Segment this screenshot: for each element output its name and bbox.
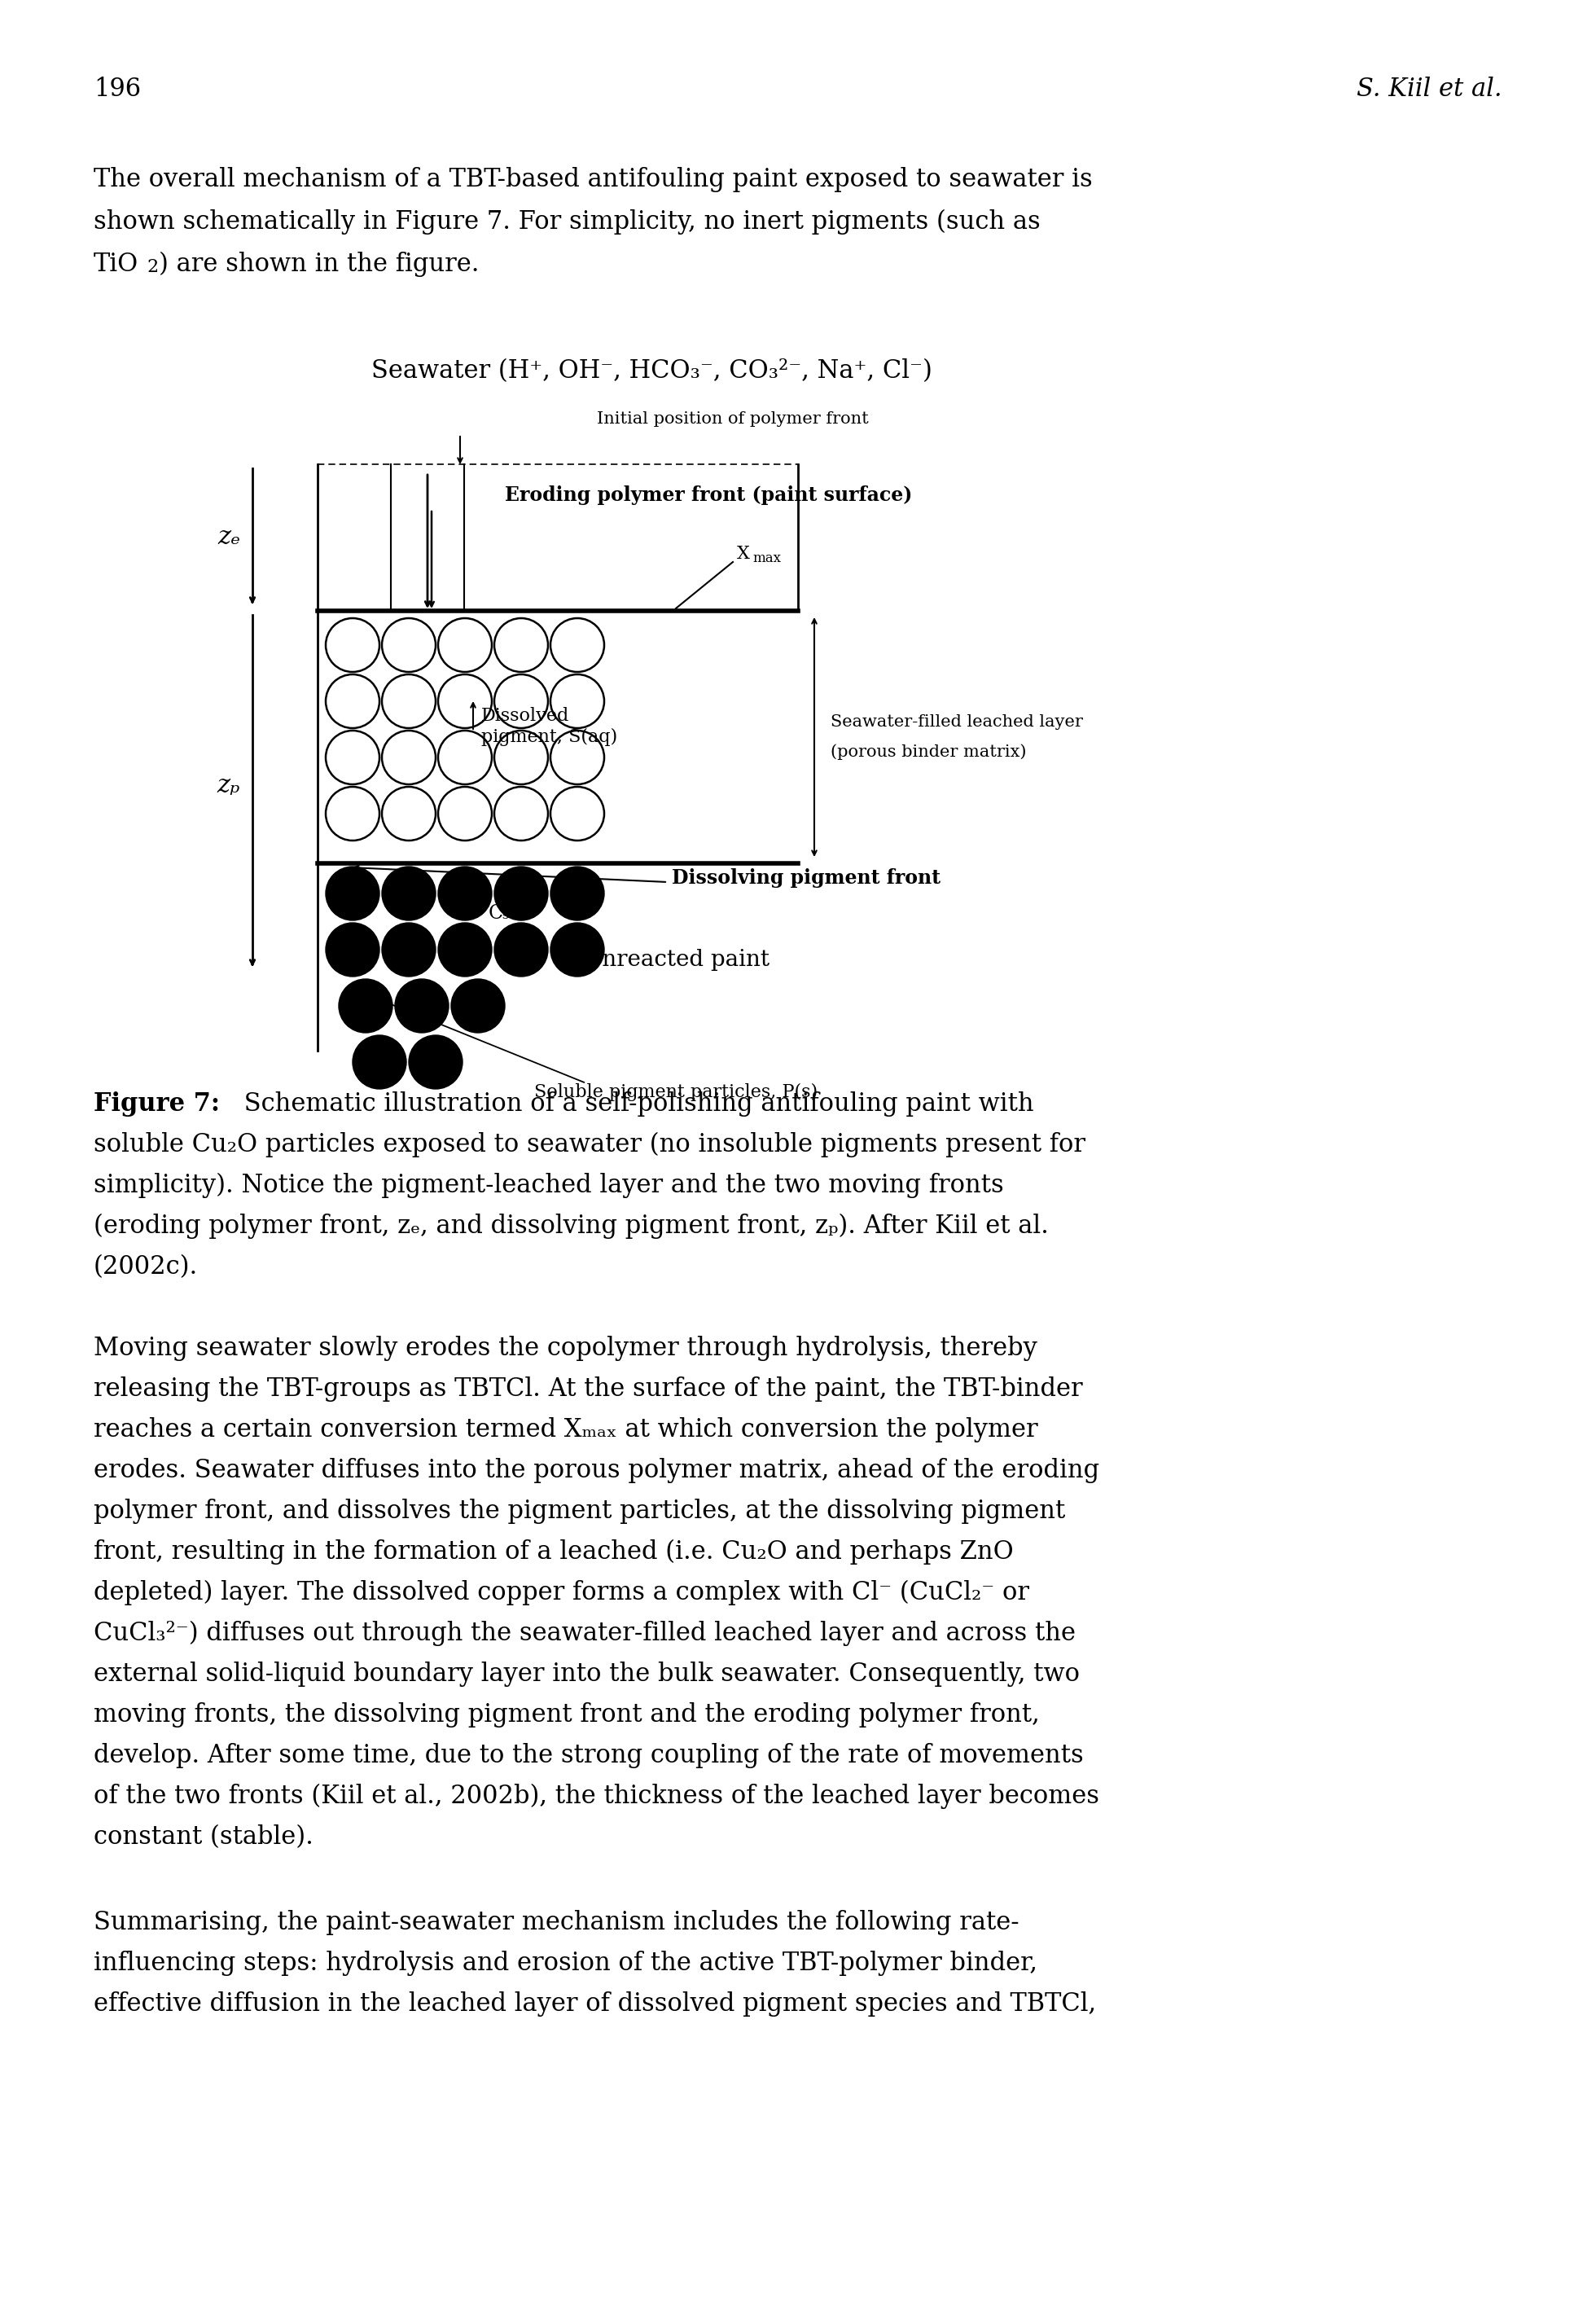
- Text: reaches a certain conversion termed Xₘₐₓ at which conversion the polymer: reaches a certain conversion termed Xₘₐₓ…: [94, 1416, 1037, 1442]
- Circle shape: [437, 675, 492, 728]
- Circle shape: [338, 978, 393, 1034]
- Circle shape: [326, 867, 380, 920]
- Text: shown schematically in Figure 7. For simplicity, no inert pigments (such as: shown schematically in Figure 7. For sim…: [94, 209, 1041, 234]
- Text: Seawater (H⁺, OH⁻, HCO₃⁻, CO₃²⁻, Na⁺, Cl⁻): Seawater (H⁺, OH⁻, HCO₃⁻, CO₃²⁻, Na⁺, Cl…: [370, 359, 932, 382]
- Text: X: X: [737, 545, 750, 563]
- Text: zₑ: zₑ: [217, 524, 241, 549]
- Text: Unreacted paint: Unreacted paint: [583, 948, 769, 971]
- Text: Schematic illustration of a self-polishing antifouling paint with: Schematic illustration of a self-polishi…: [236, 1092, 1034, 1117]
- Circle shape: [381, 619, 436, 672]
- Text: (eroding polymer front, zₑ, and dissolving pigment front, zₚ). After Kiil et al.: (eroding polymer front, zₑ, and dissolvi…: [94, 1215, 1049, 1240]
- Text: Dissolved
pigment, S(aq): Dissolved pigment, S(aq): [482, 707, 618, 746]
- Circle shape: [437, 730, 492, 783]
- Text: The overall mechanism of a TBT-based antifouling paint exposed to seawater is: The overall mechanism of a TBT-based ant…: [94, 167, 1093, 192]
- Text: CuCl₃²⁻) diffuses out through the seawater-filled leached layer and across the: CuCl₃²⁻) diffuses out through the seawat…: [94, 1620, 1076, 1646]
- Text: polymer front, and dissolves the pigment particles, at the dissolving pigment: polymer front, and dissolves the pigment…: [94, 1500, 1065, 1523]
- Circle shape: [551, 730, 605, 783]
- Circle shape: [551, 786, 605, 841]
- Text: influencing steps: hydrolysis and erosion of the active TBT-polymer binder,: influencing steps: hydrolysis and erosio…: [94, 1952, 1037, 1975]
- Circle shape: [551, 923, 605, 976]
- Text: max: max: [752, 552, 780, 566]
- Circle shape: [551, 867, 605, 920]
- Text: ) are shown in the figure.: ) are shown in the figure.: [158, 253, 479, 278]
- Circle shape: [437, 867, 492, 920]
- Circle shape: [409, 1036, 463, 1089]
- Text: of the two fronts (Kiil et al., 2002b), the thickness of the leached layer becom: of the two fronts (Kiil et al., 2002b), …: [94, 1785, 1100, 1808]
- Text: soluble Cu₂O particles exposed to seawater (no insoluble pigments present for: soluble Cu₂O particles exposed to seawat…: [94, 1131, 1085, 1157]
- Circle shape: [326, 786, 380, 841]
- Text: Figure 7:: Figure 7:: [94, 1092, 220, 1117]
- Circle shape: [437, 786, 492, 841]
- Text: Moving seawater slowly erodes the copolymer through hydrolysis, thereby: Moving seawater slowly erodes the copoly…: [94, 1335, 1037, 1361]
- Text: simplicity). Notice the pigment-leached layer and the two moving fronts: simplicity). Notice the pigment-leached …: [94, 1173, 1004, 1198]
- Circle shape: [437, 619, 492, 672]
- Text: Cₛ: Cₛ: [488, 904, 509, 923]
- Text: S. Kiil et al.: S. Kiil et al.: [1357, 76, 1502, 102]
- Circle shape: [495, 730, 547, 783]
- Circle shape: [326, 619, 380, 672]
- Circle shape: [495, 675, 547, 728]
- Circle shape: [495, 619, 547, 672]
- Text: zₚ: zₚ: [217, 774, 241, 800]
- Text: Soluble pigment particles, P(s): Soluble pigment particles, P(s): [535, 1083, 817, 1101]
- Text: (2002c).: (2002c).: [94, 1254, 198, 1280]
- Text: effective diffusion in the leached layer of dissolved pigment species and TBTCl,: effective diffusion in the leached layer…: [94, 1991, 1096, 2017]
- Circle shape: [495, 867, 547, 920]
- Text: Summarising, the paint-seawater mechanism includes the following rate-: Summarising, the paint-seawater mechanis…: [94, 1910, 1020, 1936]
- Circle shape: [381, 867, 436, 920]
- Circle shape: [452, 978, 504, 1034]
- Text: front, resulting in the formation of a leached (i.e. Cu₂O and perhaps ZnO: front, resulting in the formation of a l…: [94, 1539, 1013, 1565]
- Circle shape: [381, 786, 436, 841]
- Text: erodes. Seawater diffuses into the porous polymer matrix, ahead of the eroding: erodes. Seawater diffuses into the porou…: [94, 1458, 1100, 1484]
- Circle shape: [495, 923, 547, 976]
- Text: (porous binder matrix): (porous binder matrix): [830, 744, 1026, 760]
- Circle shape: [551, 675, 605, 728]
- Text: develop. After some time, due to the strong coupling of the rate of movements: develop. After some time, due to the str…: [94, 1743, 1084, 1769]
- Text: Initial position of polymer front: Initial position of polymer front: [597, 410, 868, 427]
- Text: Seawater-filled leached layer: Seawater-filled leached layer: [830, 714, 1084, 730]
- Circle shape: [353, 1036, 407, 1089]
- Text: moving fronts, the dissolving pigment front and the eroding polymer front,: moving fronts, the dissolving pigment fr…: [94, 1701, 1039, 1727]
- Text: constant (stable).: constant (stable).: [94, 1824, 313, 1850]
- Text: Eroding polymer front (paint surface): Eroding polymer front (paint surface): [504, 484, 913, 505]
- Circle shape: [326, 923, 380, 976]
- Text: 196: 196: [94, 76, 140, 102]
- Text: releasing the TBT-groups as TBTCl. At the surface of the paint, the TBT-binder: releasing the TBT-groups as TBTCl. At th…: [94, 1377, 1082, 1402]
- Circle shape: [381, 675, 436, 728]
- Circle shape: [495, 786, 547, 841]
- Circle shape: [326, 675, 380, 728]
- Text: TiO: TiO: [94, 253, 139, 276]
- Circle shape: [394, 978, 448, 1034]
- Circle shape: [381, 923, 436, 976]
- Text: depleted) layer. The dissolved copper forms a complex with Cl⁻ (CuCl₂⁻ or: depleted) layer. The dissolved copper fo…: [94, 1581, 1029, 1606]
- Text: 2: 2: [147, 257, 158, 276]
- Circle shape: [381, 730, 436, 783]
- Circle shape: [437, 923, 492, 976]
- Text: Dissolving pigment front: Dissolving pigment front: [672, 869, 940, 888]
- Circle shape: [326, 730, 380, 783]
- Text: external solid-liquid boundary layer into the bulk seawater. Consequently, two: external solid-liquid boundary layer int…: [94, 1662, 1080, 1688]
- Circle shape: [551, 619, 605, 672]
